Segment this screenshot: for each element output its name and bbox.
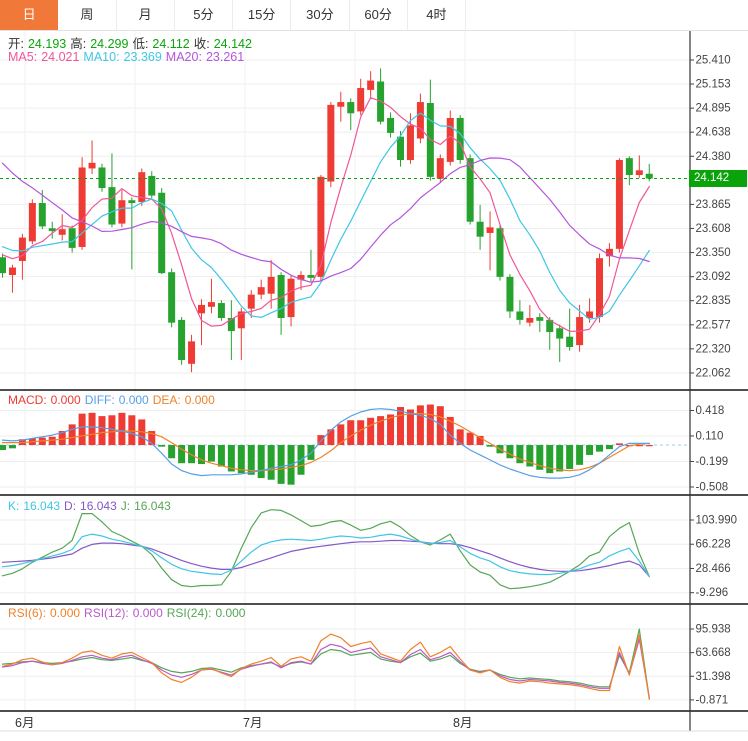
candles-layer bbox=[0, 68, 653, 373]
svg-text:22.320: 22.320 bbox=[696, 343, 731, 355]
tab-5min[interactable]: 5分 bbox=[174, 0, 233, 30]
svg-text:7月: 7月 bbox=[243, 716, 262, 730]
rsi-layer bbox=[1, 628, 650, 700]
svg-text:24.638: 24.638 bbox=[696, 127, 731, 139]
svg-text:25.410: 25.410 bbox=[696, 55, 731, 67]
ma-lines-layer bbox=[1, 97, 650, 332]
kdj-layer bbox=[1, 509, 650, 590]
svg-text:22.577: 22.577 bbox=[696, 319, 731, 331]
tab-15min[interactable]: 15分 bbox=[233, 0, 292, 30]
svg-text:23.865: 23.865 bbox=[696, 199, 731, 211]
timeframe-tabbar: 日 周 月 5分 15分 30分 60分 4时 bbox=[0, 0, 748, 31]
svg-text:23.608: 23.608 bbox=[696, 223, 731, 235]
svg-text:6月: 6月 bbox=[15, 716, 34, 730]
svg-text:24.380: 24.380 bbox=[696, 151, 731, 163]
axis-frame-layer: 25.410 25.153 24.895 24.638 24.380 23.865 23.6… bbox=[0, 30, 748, 732]
svg-text:8月: 8月 bbox=[453, 716, 472, 730]
svg-text:66.228: 66.228 bbox=[696, 539, 731, 551]
tab-30min[interactable]: 30分 bbox=[291, 0, 350, 30]
last-price-tag: 24.142 bbox=[689, 170, 747, 187]
svg-text:25.153: 25.153 bbox=[696, 79, 731, 91]
tab-week[interactable]: 周 bbox=[58, 0, 117, 30]
svg-text:22.835: 22.835 bbox=[696, 295, 731, 307]
x-axis-labels: 6月 7月 8月 bbox=[15, 716, 472, 730]
tab-day[interactable]: 日 bbox=[0, 0, 59, 30]
svg-text:63.668: 63.668 bbox=[696, 647, 731, 659]
svg-text:23.092: 23.092 bbox=[696, 271, 731, 283]
svg-text:-0.508: -0.508 bbox=[696, 482, 729, 494]
svg-text:103.990: 103.990 bbox=[696, 515, 738, 527]
svg-text:28.466: 28.466 bbox=[696, 563, 731, 575]
tab-4hour[interactable]: 4时 bbox=[407, 0, 466, 30]
svg-text:95.938: 95.938 bbox=[696, 624, 731, 636]
svg-text:24.895: 24.895 bbox=[696, 103, 731, 115]
svg-text:22.062: 22.062 bbox=[696, 367, 731, 379]
svg-text:0.418: 0.418 bbox=[696, 405, 725, 417]
svg-text:31.398: 31.398 bbox=[696, 671, 731, 683]
macd-layer bbox=[0, 404, 690, 485]
grid-layer bbox=[0, 30, 690, 711]
svg-text:0.110: 0.110 bbox=[696, 430, 724, 442]
svg-text:-0.871: -0.871 bbox=[696, 694, 729, 706]
tab-month[interactable]: 月 bbox=[116, 0, 175, 30]
svg-text:23.350: 23.350 bbox=[696, 247, 731, 259]
svg-text:-9.296: -9.296 bbox=[696, 587, 729, 599]
tab-60min[interactable]: 60分 bbox=[349, 0, 408, 30]
svg-text:-0.199: -0.199 bbox=[696, 456, 729, 468]
